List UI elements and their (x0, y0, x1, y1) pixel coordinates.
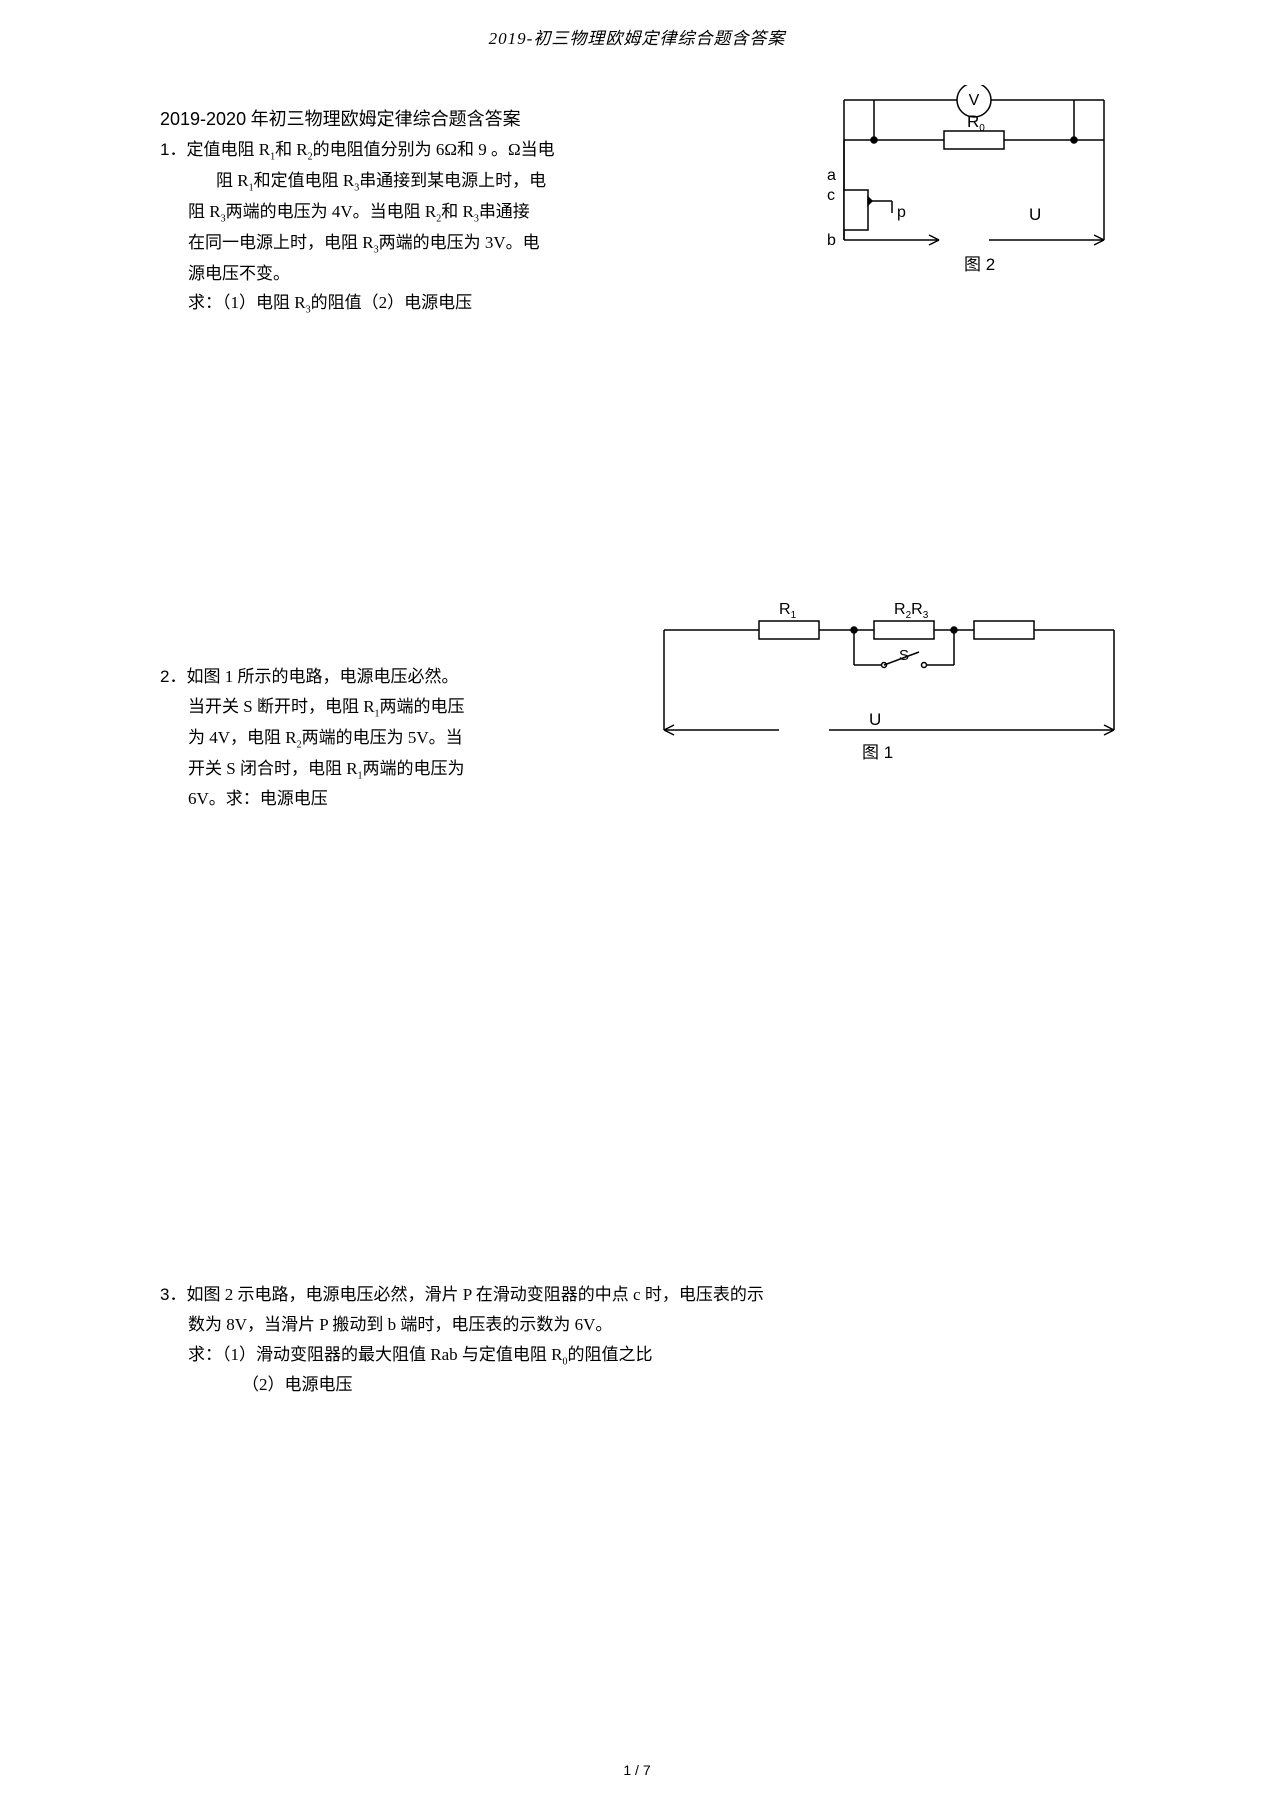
p2-line2: 当开关 S 断开时，电阻 R1两端的电压 (160, 692, 520, 723)
p3-line1: 3．如图 2 示电路，电源电压必然，滑片 P 在滑动变阻器的中点 c 时，电压表… (160, 1280, 1124, 1310)
svg-text:R2R3: R2R3 (894, 601, 929, 621)
p1-line3: 阻 R3两端的电压为 4V。当电阻 R2和 R3串通接 (160, 197, 640, 228)
p1-line6: 求：（1）电阻 R3的阻值（2）电源电压 (160, 288, 640, 319)
title-years: 2019-2020 (160, 109, 246, 129)
page-footer: 1 / 7 (0, 1762, 1274, 1778)
svg-text:a: a (827, 167, 836, 184)
problem-1: 1．定值电阻 R1和 R2的电阻值分别为 6Ω和 9 。Ω当电 阻 R1和定值电… (160, 135, 640, 319)
figure-1: R1 R2R3 S U 图 1 (644, 600, 1134, 800)
figure-2: V R0 a c b p U 图 2 (784, 85, 1134, 285)
p2-line3: 为 4V，电阻 R2两端的电压为 5V。当 (160, 723, 520, 754)
p1-line5: 源电压不变。 (160, 259, 640, 289)
p2-line5: 6V。求：电源电压 (160, 784, 520, 814)
svg-text:R1: R1 (779, 601, 797, 621)
p3-line3: 求：（1）滑动变阻器的最大阻值 Rab 与定值电阻 R0的阻值之比 (160, 1340, 1124, 1371)
p2-line4: 开关 S 闭合时，电阻 R1两端的电压为 (160, 754, 520, 785)
circuit-fig1-svg: R1 R2R3 S U 图 1 (644, 600, 1134, 800)
problem-2: 2．如图 1 所示的电路，电源电压必然。 当开关 S 断开时，电阻 R1两端的电… (160, 662, 520, 814)
problem-3: 3．如图 2 示电路，电源电压必然，滑片 P 在滑动变阻器的中点 c 时，电压表… (160, 1280, 1124, 1400)
p3-line4: （2）电源电压 (160, 1370, 1124, 1400)
svg-text:图 2: 图 2 (964, 255, 995, 274)
svg-text:S: S (899, 647, 909, 664)
svg-text:图 1: 图 1 (862, 743, 893, 762)
p1-line1: 1．定值电阻 R1和 R2的电阻值分别为 6Ω和 9 。Ω当电 (160, 135, 640, 166)
svg-text:c: c (827, 187, 835, 204)
svg-text:b: b (827, 232, 836, 249)
circuit-fig2-svg: V R0 a c b p U 图 2 (784, 85, 1134, 295)
p1-line4: 在同一电源上时，电阻 R3两端的电压为 3V。电 (160, 228, 640, 259)
page-header: 2019-初三物理欧姆定律综合题含答案 (0, 0, 1274, 49)
svg-text:U: U (1029, 205, 1041, 224)
p3-line2: 数为 8V，当滑片 P 搬动到 b 端时，电压表的示数为 6V。 (160, 1310, 1124, 1340)
svg-text:U: U (869, 710, 881, 729)
svg-text:V: V (969, 92, 980, 109)
title-text: 年初三物理欧姆定律综合题含答案 (246, 109, 521, 129)
p1-line2: 阻 R1和定值电阻 R3串通接到某电源上时，电 (160, 166, 640, 197)
svg-text:p: p (897, 204, 906, 221)
p2-line1: 2．如图 1 所示的电路，电源电压必然。 (160, 662, 520, 692)
